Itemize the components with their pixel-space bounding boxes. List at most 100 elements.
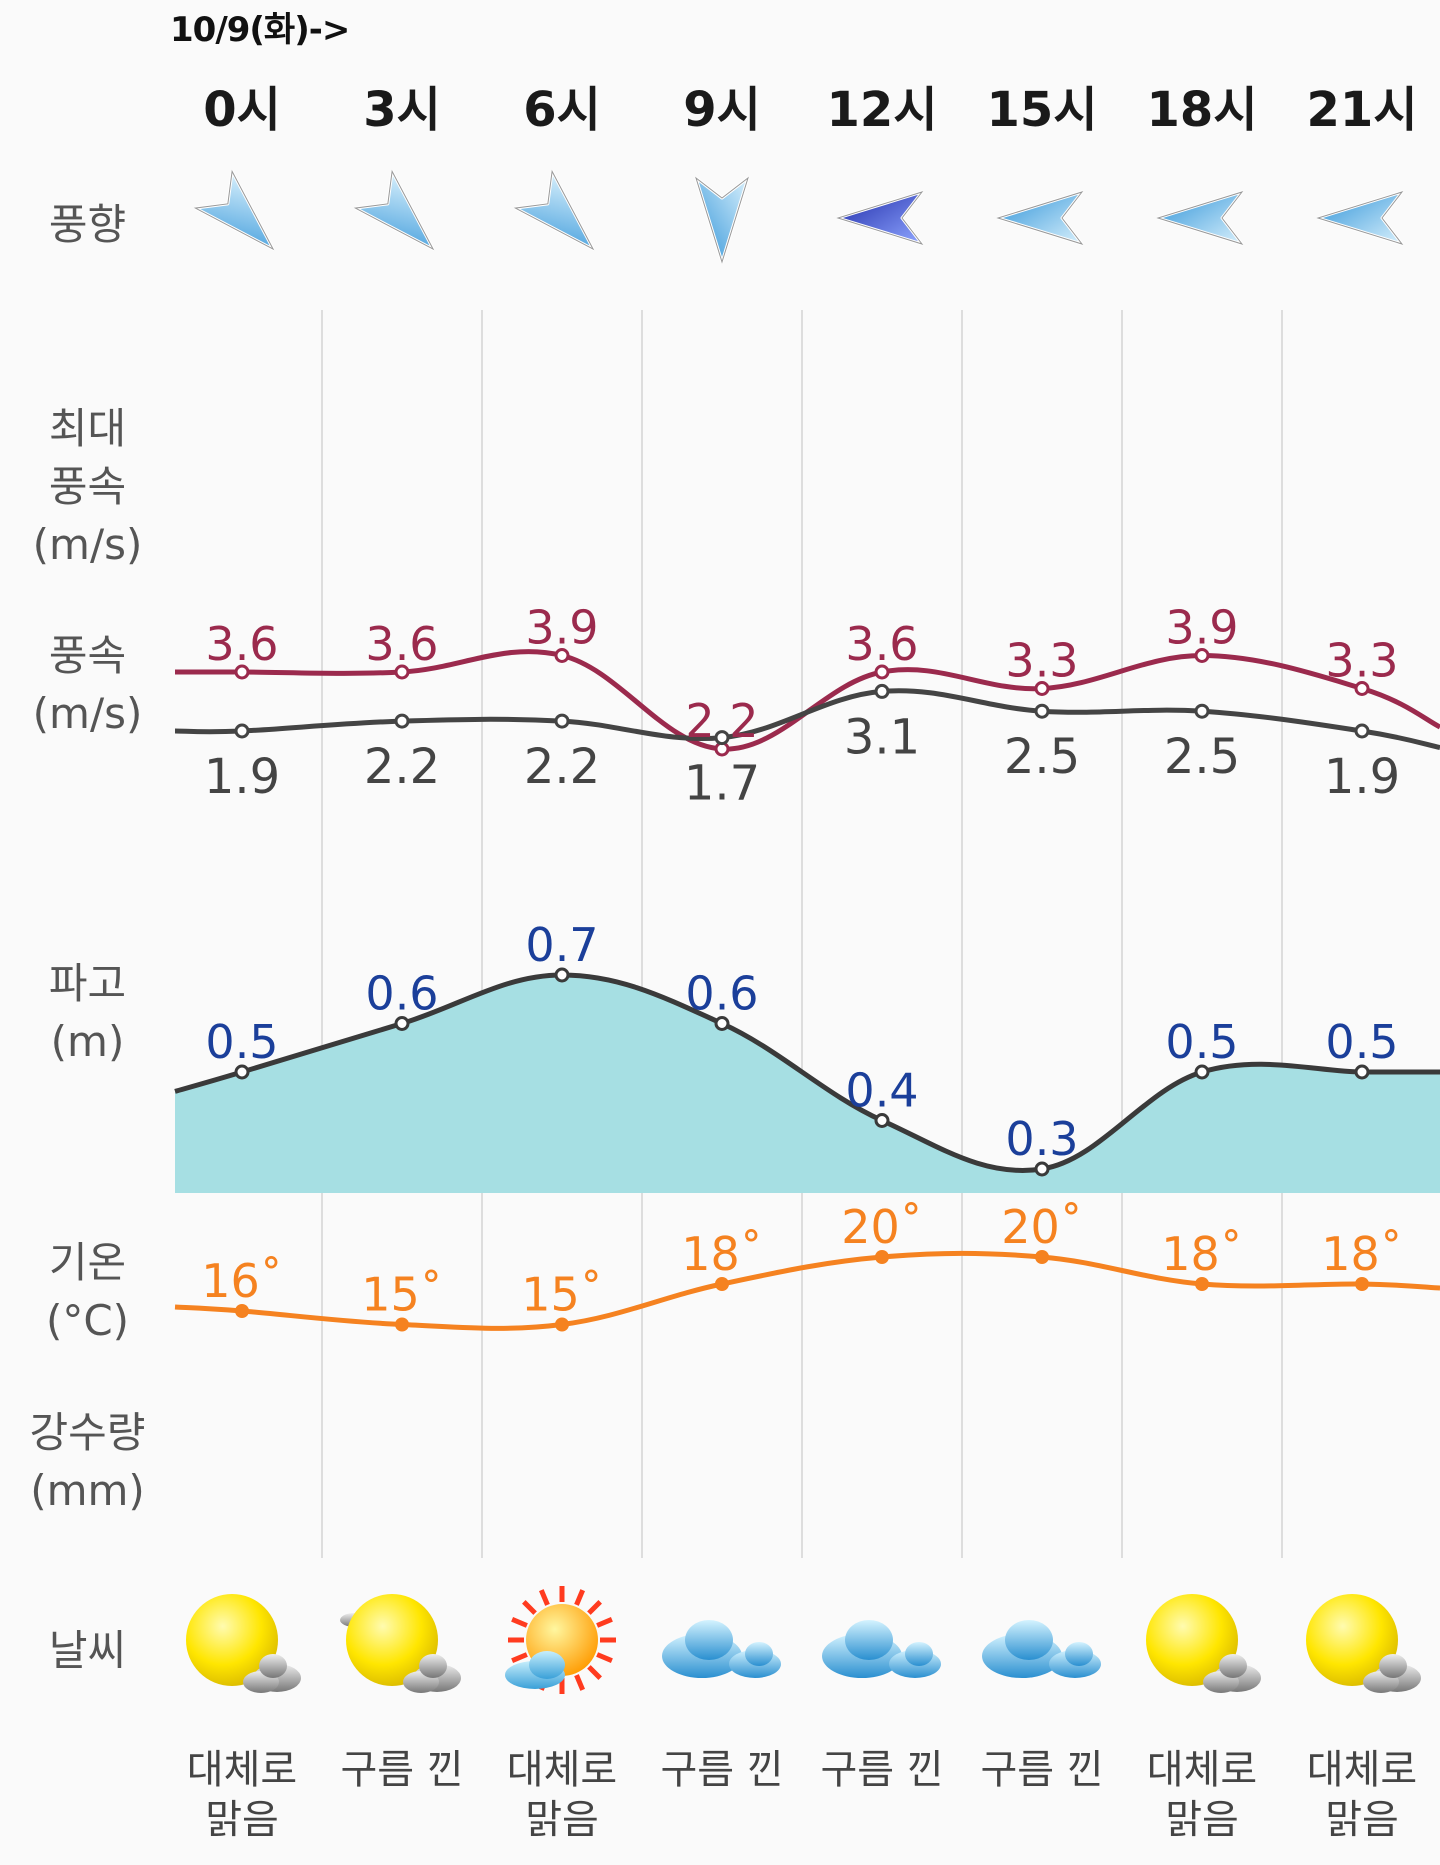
max-wind-point (234, 664, 250, 680)
wind-speed-point (234, 723, 250, 739)
precipitation-label-line1: 강수량 (29, 1408, 146, 1457)
temperature-point (1035, 1250, 1049, 1264)
wave-value: 0.7 (525, 918, 598, 972)
max-wind-point (874, 664, 890, 680)
temperature-point (875, 1250, 889, 1264)
temperature-point (715, 1277, 729, 1291)
wind-speed-label-line2: (m/s) (32, 689, 143, 738)
wind-speed-point (554, 713, 570, 729)
arrow-s-icon (672, 168, 772, 272)
max-wind-point (1194, 648, 1210, 663)
temperature-label: 기온 (°C) (0, 1234, 175, 1350)
wave-point (554, 967, 570, 983)
hour-label: 15시 (986, 82, 1098, 138)
arrow-se-icon (512, 168, 612, 272)
max-wind-label: 최대 풍속 (m/s) (0, 400, 175, 574)
max-wind-value: 3.6 (365, 617, 438, 671)
arrow-w-icon (1312, 168, 1412, 272)
temperature-point (1195, 1277, 1209, 1291)
wind-speed-line (174, 688, 1440, 750)
hour-label: 6시 (523, 82, 601, 138)
wave-value: 0.3 (1005, 1112, 1078, 1166)
cloudy-icon (817, 1612, 947, 1696)
wind-speed-point (714, 730, 730, 746)
condition-text: 구름 낀 (802, 1745, 962, 1795)
temperature-label-line1: 기온 (48, 1238, 127, 1287)
weather-label: 날씨 (48, 1626, 127, 1675)
wave-value: 0.5 (1165, 1015, 1238, 1069)
max-wind-value: 3.9 (525, 601, 598, 655)
wave-value: 0.5 (1325, 1015, 1398, 1069)
wind-speed-value: 2.5 (1164, 729, 1240, 785)
wind-speed-label: 풍속 (m/s) (0, 627, 175, 743)
precipitation-label: 강수량 (mm) (0, 1404, 175, 1520)
max-wind-value: 3.9 (1165, 601, 1238, 655)
wind-speed-value: 1.7 (684, 756, 760, 812)
condition-line1: 대체로 (1146, 1747, 1258, 1793)
condition-line1: 구름 낀 (820, 1747, 944, 1793)
wind-speed-value: 2.2 (364, 739, 440, 795)
condition-line1: 구름 낀 (660, 1747, 784, 1793)
temperature-line (174, 1250, 1440, 1331)
condition-line2: 맑음 (525, 1797, 599, 1843)
max-wind-point (1354, 681, 1370, 696)
wind-speed-point (1194, 703, 1210, 719)
temperature-point (555, 1317, 569, 1332)
wave-point (1354, 1064, 1370, 1080)
condition-line2: 맑음 (1165, 1797, 1239, 1843)
hour-label: 3시 (363, 82, 441, 138)
condition-text: 대체로 맑음 (1122, 1745, 1282, 1845)
wave-value: 0.4 (845, 1064, 918, 1118)
max-wind-label-line3: (m/s) (32, 520, 143, 569)
wave-point (714, 1016, 730, 1031)
condition-line2: 맑음 (205, 1797, 279, 1843)
temperature-value: 20˚ (841, 1200, 923, 1254)
condition-text: 구름 낀 (322, 1745, 482, 1795)
cloudy-icon (977, 1612, 1107, 1696)
condition-text: 구름 낀 (642, 1745, 802, 1795)
arrow-w-icon (832, 168, 932, 272)
temperature-label-line2: (°C) (45, 1296, 130, 1345)
wind-speed-point (1354, 723, 1370, 739)
max-wind-point (394, 664, 410, 680)
cloudy-icon (657, 1612, 787, 1696)
hour-label: 21시 (1306, 82, 1418, 138)
wave-point (874, 1113, 890, 1128)
sun-cloud-icon (337, 1590, 467, 1704)
sun-cloud-icon (1297, 1590, 1427, 1704)
wind-speed-value: 2.5 (1004, 729, 1080, 785)
sun-cloud-icon (177, 1590, 307, 1704)
sunny-cloud-icon (497, 1585, 627, 1704)
temperature-point (1355, 1277, 1369, 1291)
condition-text: 대체로 맑음 (162, 1745, 322, 1845)
temperature-value: 18˚ (1161, 1227, 1243, 1281)
max-wind-value: 3.6 (205, 617, 278, 671)
wave-value: 0.6 (685, 967, 758, 1021)
condition-line1: 대체로 (506, 1747, 618, 1793)
temperature-value: 15˚ (521, 1268, 603, 1322)
wave-value: 0.5 (205, 1015, 278, 1069)
condition-text: 대체로 맑음 (482, 1745, 642, 1845)
wind-speed-point (394, 713, 410, 729)
wind-speed-value: 3.1 (844, 709, 920, 765)
sun-cloud-icon (1137, 1590, 1267, 1704)
condition-line1: 구름 낀 (340, 1747, 464, 1793)
temperature-value: 16˚ (201, 1254, 283, 1308)
arrow-se-icon (352, 168, 452, 272)
hour-label: 0시 (203, 82, 281, 138)
temperature-point (235, 1304, 249, 1318)
precipitation-label-line2: (mm) (30, 1466, 145, 1515)
wind-direction-label: 풍향 (48, 200, 127, 249)
temperature-value: 20˚ (1001, 1200, 1083, 1254)
date-header: 10/9(화)-> (170, 10, 350, 50)
max-wind-value: 3.6 (845, 617, 918, 671)
wave-area (175, 975, 1440, 1193)
wind-speed-point (874, 683, 890, 699)
max-wind-value: 3.3 (1005, 634, 1078, 688)
arrow-w-icon (992, 168, 1092, 272)
hour-label: 9시 (683, 82, 761, 138)
max-wind-point (1034, 681, 1050, 696)
wind-speed-value: 1.9 (1324, 749, 1400, 805)
arrow-w-icon (1152, 168, 1252, 272)
